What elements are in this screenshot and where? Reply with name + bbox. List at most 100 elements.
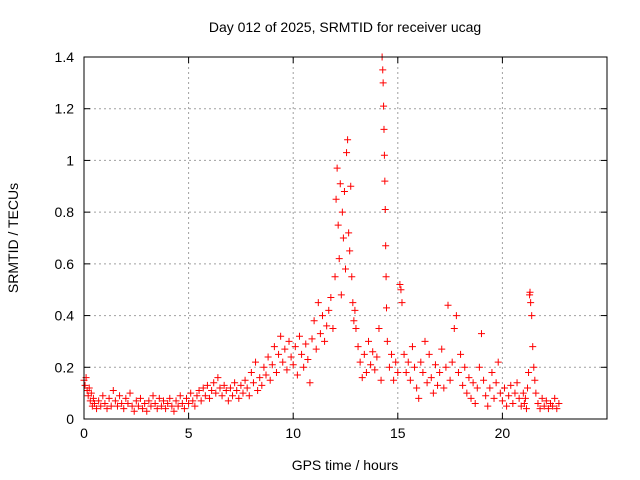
data-point bbox=[113, 402, 121, 410]
data-point bbox=[392, 358, 400, 366]
data-point bbox=[553, 405, 561, 413]
data-point bbox=[254, 387, 262, 395]
data-point bbox=[480, 376, 488, 384]
data-point bbox=[245, 392, 253, 400]
data-point bbox=[471, 399, 479, 407]
data-point bbox=[316, 330, 324, 338]
data-point bbox=[159, 397, 167, 405]
data-point bbox=[398, 299, 406, 307]
data-point bbox=[397, 286, 405, 294]
data-point bbox=[101, 399, 109, 407]
data-point bbox=[360, 350, 368, 358]
data-point bbox=[329, 325, 337, 332]
data-point bbox=[334, 221, 342, 229]
data-point bbox=[120, 405, 128, 413]
data-point bbox=[300, 363, 308, 371]
data-point bbox=[367, 361, 375, 369]
data-point bbox=[235, 394, 243, 402]
data-point bbox=[283, 366, 291, 374]
data-point bbox=[272, 368, 280, 376]
data-point bbox=[362, 368, 370, 376]
data-point bbox=[176, 392, 184, 400]
data-point bbox=[390, 376, 398, 384]
data-point bbox=[289, 361, 297, 369]
data-point bbox=[473, 384, 481, 392]
x-axis-label: GPS time / hours bbox=[292, 457, 399, 473]
data-point bbox=[544, 405, 552, 413]
data-point bbox=[380, 125, 388, 133]
data-point bbox=[134, 402, 142, 410]
data-point bbox=[270, 343, 278, 351]
data-point bbox=[312, 345, 320, 353]
data-point bbox=[187, 389, 195, 397]
data-point bbox=[260, 363, 268, 371]
data-point bbox=[352, 325, 360, 332]
data-point bbox=[314, 299, 322, 307]
data-point bbox=[107, 402, 115, 410]
data-point bbox=[333, 164, 341, 172]
data-point bbox=[241, 376, 249, 384]
data-point bbox=[111, 397, 119, 405]
data-point bbox=[212, 389, 220, 397]
data-point bbox=[214, 374, 222, 382]
data-point bbox=[461, 363, 469, 371]
data-point bbox=[381, 177, 389, 185]
data-point bbox=[427, 374, 435, 382]
data-point bbox=[385, 363, 393, 371]
data-point bbox=[325, 306, 333, 314]
data-point bbox=[344, 136, 352, 144]
data-point bbox=[551, 394, 559, 402]
data-point bbox=[275, 350, 283, 358]
data-point bbox=[81, 381, 89, 389]
data-point bbox=[201, 392, 209, 400]
data-point bbox=[413, 384, 421, 392]
data-point bbox=[494, 358, 502, 366]
data-point bbox=[340, 187, 348, 195]
data-point bbox=[85, 384, 93, 392]
data-point bbox=[434, 381, 442, 389]
data-point bbox=[469, 379, 477, 387]
y-tick-label: 0 bbox=[66, 411, 74, 427]
data-point bbox=[170, 407, 178, 415]
y-tick-label: 0.6 bbox=[55, 256, 75, 272]
data-point bbox=[524, 384, 532, 392]
data-point bbox=[419, 368, 427, 376]
data-point bbox=[191, 402, 199, 410]
data-point bbox=[373, 353, 381, 361]
data-point bbox=[132, 397, 140, 405]
data-point bbox=[349, 299, 357, 307]
data-point bbox=[436, 368, 444, 376]
data-point bbox=[155, 394, 163, 402]
data-point bbox=[431, 361, 439, 369]
data-point bbox=[509, 399, 517, 407]
data-point bbox=[233, 387, 241, 395]
data-point bbox=[519, 389, 527, 397]
data-point bbox=[377, 376, 385, 384]
x-tick-label: 10 bbox=[285, 425, 301, 441]
data-point bbox=[226, 384, 234, 392]
y-tick-label: 1 bbox=[66, 152, 74, 168]
data-point bbox=[452, 312, 460, 320]
data-point bbox=[438, 345, 446, 353]
data-point bbox=[381, 206, 389, 214]
data-point bbox=[203, 381, 211, 389]
data-point bbox=[180, 405, 188, 413]
data-point bbox=[446, 376, 454, 384]
data-point bbox=[208, 387, 216, 395]
data-point bbox=[105, 394, 113, 402]
data-point bbox=[555, 399, 563, 407]
data-point bbox=[162, 405, 170, 413]
x-tick-label: 0 bbox=[80, 425, 88, 441]
data-point bbox=[365, 337, 373, 345]
data-point bbox=[178, 399, 186, 407]
data-point bbox=[532, 389, 540, 397]
data-point bbox=[247, 368, 255, 376]
data-point bbox=[515, 394, 523, 402]
data-point bbox=[318, 312, 326, 320]
data-point bbox=[237, 381, 245, 389]
data-point bbox=[249, 379, 257, 387]
data-point bbox=[231, 379, 239, 387]
data-point bbox=[425, 350, 433, 358]
data-point bbox=[467, 394, 475, 402]
data-point bbox=[358, 374, 366, 382]
